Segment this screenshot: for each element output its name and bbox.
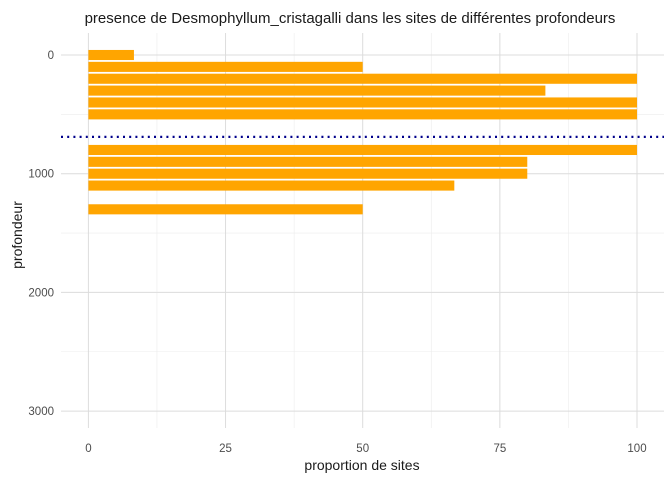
x-tick-label: 0 [85, 443, 91, 455]
y-tick-label: 1000 [28, 169, 54, 181]
x-tick-label: 25 [219, 443, 232, 455]
bar [88, 204, 363, 215]
y-axis-title: profondeur [9, 201, 25, 269]
x-tick-label: 100 [627, 443, 646, 455]
bar [88, 109, 637, 120]
y-tick-label: 0 [48, 50, 54, 62]
chart-title: presence de Desmophyllum_cristagalli dan… [85, 10, 616, 27]
bar [88, 49, 134, 61]
x-tick-label: 75 [493, 443, 506, 455]
y-axis-ticks: 0 1000 2000 3000 [28, 50, 54, 418]
bars [88, 49, 637, 215]
x-axis-title: proportion de sites [304, 457, 419, 473]
x-axis-ticks: 0 25 50 75 100 [85, 443, 646, 455]
bar [88, 97, 637, 108]
y-tick-label: 3000 [28, 406, 54, 418]
y-tick-label: 2000 [28, 287, 54, 299]
bar [88, 61, 363, 72]
bar [88, 168, 528, 179]
x-tick-label: 50 [356, 443, 369, 455]
bar [88, 144, 637, 156]
bar [88, 180, 455, 191]
bar [88, 73, 637, 84]
bar [88, 85, 546, 96]
bar [88, 156, 528, 167]
